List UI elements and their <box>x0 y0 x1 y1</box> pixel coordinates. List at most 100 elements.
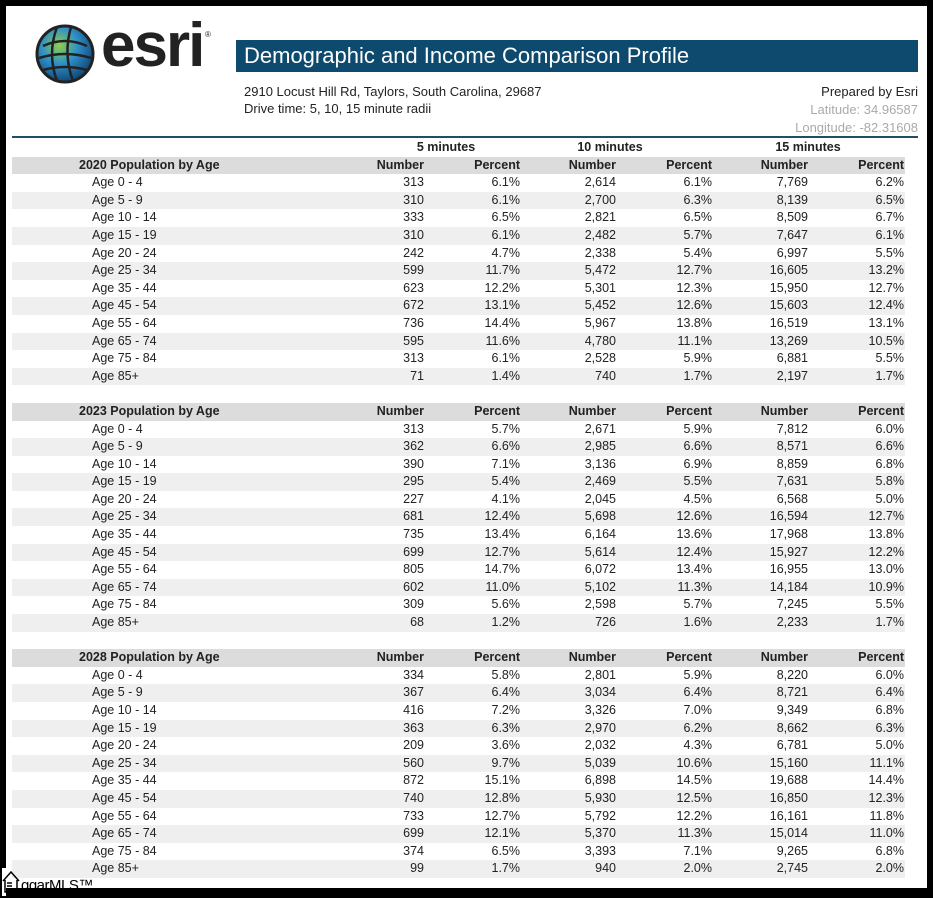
age-group-label: Age 35 - 44 <box>92 527 157 542</box>
spacer <box>12 632 905 650</box>
percent-cell: 6.5% <box>491 843 521 858</box>
number-cell: 333 <box>403 210 424 225</box>
percent-cell: 6.2% <box>875 175 905 190</box>
drive-time: Drive time: 5, 10, 15 minute radii <box>244 101 432 116</box>
age-group-label: Age 65 - 74 <box>92 333 157 348</box>
percent-cell: 6.5% <box>875 192 905 207</box>
age-group-label: Age 0 - 4 <box>92 667 143 682</box>
table-row: Age 45 - 54 740 12.8% 5,930 12.5% 16,850 12.3% <box>12 789 905 808</box>
age-group-label: Age 0 - 4 <box>92 175 143 190</box>
age-group-label: Age 0 - 4 <box>92 421 143 436</box>
percent-cell: 6.1% <box>491 175 521 190</box>
percent-cell: 6.0% <box>875 421 905 436</box>
number-cell: 2,671 <box>584 421 616 436</box>
column-header: Percent <box>666 403 712 418</box>
number-cell: 5,967 <box>584 315 616 330</box>
age-group-label: Age 45 - 54 <box>92 544 157 559</box>
number-cell: 99 <box>410 861 424 876</box>
number-cell: 19,688 <box>769 773 808 788</box>
percent-cell: 5.4% <box>491 474 521 489</box>
number-cell: 13,269 <box>769 333 808 348</box>
percent-cell: 1.7% <box>875 615 905 630</box>
number-cell: 16,605 <box>769 263 808 278</box>
table-row: Age 65 - 74 595 11.6% 4,780 11.1% 13,269 10.5% <box>12 332 905 351</box>
number-cell: 374 <box>403 843 424 858</box>
age-group-label: Age 45 - 54 <box>92 298 157 313</box>
percent-cell: 4.3% <box>683 738 713 753</box>
percent-cell: 14.5% <box>676 773 712 788</box>
number-cell: 2,233 <box>776 615 808 630</box>
percent-cell: 10.9% <box>868 579 904 594</box>
number-cell: 8,721 <box>776 685 808 700</box>
percent-cell: 6.7% <box>875 210 905 225</box>
percent-cell: 13.6% <box>676 527 712 542</box>
number-cell: 2,821 <box>584 210 616 225</box>
table-row: Age 35 - 44 623 12.2% 5,301 12.3% 15,950 12.7% <box>12 280 905 298</box>
number-cell: 5,452 <box>584 298 616 313</box>
number-cell: 2,985 <box>584 439 616 454</box>
number-cell: 2,045 <box>584 491 616 506</box>
age-group-label: Age 75 - 84 <box>92 351 157 366</box>
number-cell: 3,136 <box>584 456 616 471</box>
number-cell: 416 <box>403 703 424 717</box>
number-cell: 6,997 <box>776 245 808 260</box>
table-row: Age 55 - 64 733 12.7% 5,792 12.2% 16,161 11.8% <box>12 808 905 826</box>
number-cell: 16,519 <box>769 315 808 330</box>
latitude: Latitude: 34.96587 <box>810 102 918 117</box>
percent-cell: 6.1% <box>491 227 521 242</box>
number-cell: 599 <box>403 263 424 278</box>
percent-cell: 12.7% <box>484 808 520 823</box>
table-row: Age 45 - 54 699 12.7% 5,614 12.4% 15,927 12.2% <box>12 543 905 562</box>
number-cell: 3,034 <box>584 685 616 700</box>
number-cell: 9,265 <box>776 843 808 858</box>
percent-cell: 6.1% <box>683 175 713 190</box>
percent-cell: 6.5% <box>491 210 521 225</box>
section-header-row: 2023 Population by Age Number Percent Numbe… <box>12 402 905 421</box>
number-cell: 623 <box>403 280 424 295</box>
percent-cell: 12.2% <box>676 808 712 823</box>
number-cell: 735 <box>403 527 424 542</box>
spacer <box>12 385 905 403</box>
percent-cell: 7.1% <box>683 843 713 858</box>
percent-cell: 13.1% <box>868 315 904 330</box>
column-header: Percent <box>858 403 904 418</box>
number-cell: 310 <box>403 192 424 207</box>
percent-cell: 11.3% <box>677 826 712 841</box>
percent-cell: 1.7% <box>875 368 905 383</box>
number-cell: 805 <box>403 562 424 577</box>
age-group-label: Age 5 - 9 <box>92 439 143 454</box>
age-group-label: Age 35 - 44 <box>92 773 157 788</box>
number-cell: 14,184 <box>769 579 808 594</box>
percent-cell: 5.8% <box>491 667 521 682</box>
number-cell: 2,598 <box>584 597 616 612</box>
table-row: Age 25 - 34 599 11.7% 5,472 12.7% 16,605 13.2% <box>12 262 905 280</box>
number-cell: 595 <box>403 333 424 348</box>
number-cell: 313 <box>403 421 424 436</box>
number-cell: 8,139 <box>776 192 808 207</box>
number-cell: 740 <box>403 790 424 805</box>
percent-cell: 7.2% <box>491 703 521 717</box>
age-group-label: Age 10 - 14 <box>92 703 157 717</box>
percent-cell: 13.1% <box>484 298 520 313</box>
percent-cell: 13.2% <box>868 263 904 278</box>
number-cell: 15,014 <box>769 826 808 841</box>
column-header: Number <box>568 157 616 172</box>
percent-cell: 11.0% <box>485 579 520 594</box>
percent-cell: 5.9% <box>683 351 713 366</box>
number-cell: 334 <box>403 667 424 682</box>
section-title: 2028 Population by Age <box>79 650 220 665</box>
percent-cell: 12.3% <box>868 790 904 805</box>
percent-cell: 6.4% <box>491 685 521 700</box>
number-cell: 2,482 <box>584 227 616 242</box>
percent-cell: 12.4% <box>676 544 712 559</box>
number-cell: 16,161 <box>769 808 808 823</box>
percent-cell: 6.0% <box>875 667 905 682</box>
number-cell: 699 <box>403 826 424 841</box>
percent-cell: 5.9% <box>683 667 713 682</box>
column-header: Number <box>568 650 616 665</box>
percent-cell: 11.6% <box>485 333 520 348</box>
percent-cell: 6.4% <box>875 685 905 700</box>
percent-cell: 13.4% <box>676 562 712 577</box>
column-header: Number <box>760 157 808 172</box>
percent-cell: 6.4% <box>683 685 713 700</box>
